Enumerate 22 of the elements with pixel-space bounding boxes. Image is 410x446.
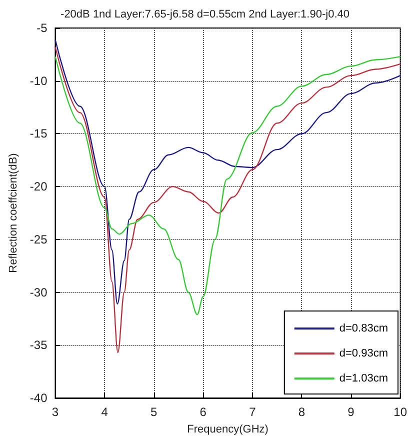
y-tick-label: -20 (30, 180, 48, 194)
x-tick-label: 3 (52, 405, 59, 419)
x-tick-label: 9 (348, 405, 355, 419)
chart-title: -20dB 1nd Layer:7.65-j6.58 d=0.55cm 2nd Layer:1.90-j0.40 (60, 8, 350, 20)
y-tick-label: -10 (30, 74, 48, 88)
y-tick-label: -5 (36, 21, 48, 35)
y-tick-label: -25 (30, 232, 48, 246)
x-tick-label: 8 (298, 405, 306, 419)
legend-label: d=0.83cm (339, 322, 388, 334)
x-axis-title: Frequency(GHz) (187, 424, 268, 436)
x-tick-label: 10 (394, 405, 408, 419)
x-tick-label: 7 (249, 405, 256, 419)
y-tick-label: -35 (30, 338, 48, 352)
legend-label: d=0.93cm (339, 348, 388, 360)
x-tick-label: 5 (150, 405, 158, 419)
y-axis-title: Reflection coeffcient(dB) (8, 153, 20, 273)
y-tick-label: -30 (30, 285, 48, 300)
y-tick-label: -40 (30, 391, 48, 405)
x-tick-label: 6 (200, 405, 207, 419)
x-tick-label: 4 (101, 405, 108, 419)
y-tick-label: -15 (30, 126, 48, 141)
legend-label: d=1.03cm (339, 372, 388, 384)
